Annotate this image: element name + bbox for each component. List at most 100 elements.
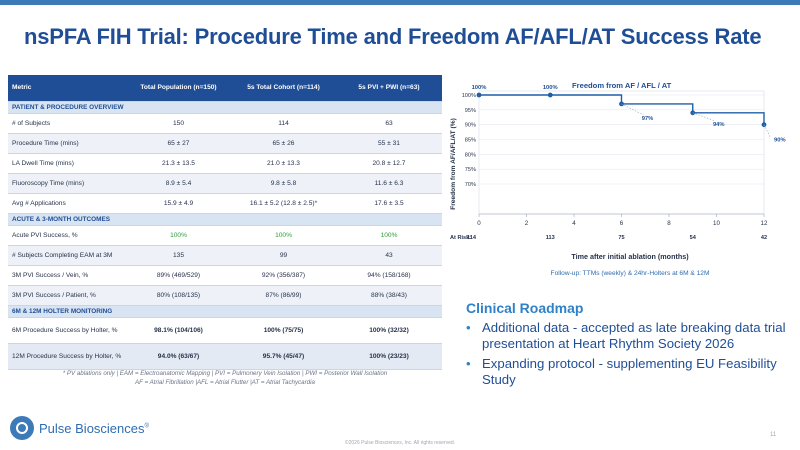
chart-x-axis-label: Time after initial ablation (months) (571, 252, 689, 261)
data-point (547, 92, 553, 98)
value-cell: 100% (231, 225, 336, 246)
x-tick-label: 0 (477, 220, 481, 227)
roadmap-title: Clinical Roadmap (466, 300, 584, 316)
metric-cell: 6M Procedure Success by Holter, % (8, 317, 126, 344)
roadmap-list: • Additional data - accepted as late bre… (466, 320, 786, 392)
chart-followup-note: Follow-up: TTMs (weekly) & 24hr-Holters … (551, 270, 710, 277)
value-cell: 87% (86/99) (231, 285, 336, 306)
metric-cell: Procedure Time (mins) (8, 133, 126, 154)
value-cell: 88% (38/43) (336, 285, 442, 306)
value-cell: 100% (75/75) (231, 317, 336, 344)
metric-cell: Fluoroscopy Time (mins) (8, 173, 126, 194)
metric-cell: Avg # Applications (8, 193, 126, 214)
roadmap-item-text: Additional data - accepted as late break… (482, 320, 786, 351)
value-cell: 63 (336, 113, 442, 134)
header-5s-total-cohort: 5s Total Cohort (n=114) (231, 75, 336, 102)
value-cell: 80% (108/135) (126, 285, 231, 306)
value-cell: 94.0% (63/67) (126, 343, 231, 370)
value-cell: 150 (126, 113, 231, 134)
company-logo: Pulse Biosciences® (10, 414, 149, 442)
value-cell: 100% (23/23) (336, 343, 442, 370)
list-item: • Expanding protocol - supplementing EU … (466, 356, 786, 387)
chart-title: Freedom from AF / AFL / AT (572, 81, 672, 90)
value-cell: 20.8 ± 12.7 (336, 153, 442, 174)
value-cell: 16.1 ± 5.2 (12.8 ± 2.5)* (231, 193, 336, 214)
data-label: 94% (713, 122, 725, 128)
x-tick-label: 6 (620, 220, 624, 227)
section-row: 6M & 12M HOLTER MONITORING (8, 305, 442, 318)
value-cell: 95.7% (45/47) (231, 343, 336, 370)
at-risk-value: 114 (467, 235, 477, 241)
table-row: # of Subjects 150 114 63 (8, 113, 442, 134)
table-row: Fluoroscopy Time (mins) 8.9 ± 5.4 9.8 ± … (8, 173, 442, 194)
section-row: ACUTE & 3-MONTH OUTCOMES (8, 213, 442, 226)
data-point (690, 110, 696, 116)
y-tick-label: 90% (465, 123, 476, 129)
y-tick-label: 100% (462, 93, 476, 99)
y-tick-label: 70% (465, 182, 476, 188)
metric-cell: Acute PVI Success, % (8, 225, 126, 246)
value-cell: 11.6 ± 6.3 (336, 173, 442, 194)
metric-cell: 3M PVI Success / Patient, % (8, 285, 126, 306)
metric-cell: 12M Procedure Success by Holter, % (8, 343, 126, 370)
value-cell: 98.1% (104/106) (126, 317, 231, 344)
footnote-line-1: * PV ablations only | EAM = Electroanato… (62, 370, 388, 377)
chart-y-axis-label: Freedom from AF/AFL/AT (%) (450, 118, 457, 210)
y-tick-label: 80% (465, 152, 476, 158)
data-label: 97% (642, 116, 654, 122)
metric-cell: # of Subjects (8, 113, 126, 134)
data-label: 100% (543, 85, 558, 91)
table-header-row: Metric Total Population (n=150) 5s Total… (8, 75, 442, 102)
value-cell: 100% (32/32) (336, 317, 442, 344)
table-row: Acute PVI Success, % 100% 100% 100% (8, 225, 442, 246)
header-total-population: Total Population (n=150) (126, 75, 231, 102)
x-tick-label: 12 (761, 220, 768, 227)
results-table: Metric Total Population (n=150) 5s Total… (8, 75, 442, 370)
value-cell: 89% (469/529) (126, 265, 231, 286)
page-number: 11 (770, 432, 777, 438)
label-leader-line (763, 124, 771, 137)
value-cell: 100% (126, 225, 231, 246)
section-label: ACUTE & 3-MONTH OUTCOMES (8, 213, 442, 226)
table-row: Avg # Applications 15.9 ± 4.9 16.1 ± 5.2… (8, 193, 442, 214)
metric-cell: LA Dwell Time (mins) (8, 153, 126, 174)
footnote-line-2: AF = Atrial Fibrillation |AFL = Atrial F… (135, 379, 315, 386)
label-leader-line (621, 103, 644, 116)
table-row: 12M Procedure Success by Holter, % 94.0%… (8, 343, 442, 370)
value-cell: 99 (231, 245, 336, 266)
section-label: 6M & 12M HOLTER MONITORING (8, 305, 442, 318)
value-cell: 21.3 ± 13.5 (126, 153, 231, 174)
list-item: • Additional data - accepted as late bre… (466, 320, 786, 351)
section-row: PATIENT & PROCEDURE OVERVIEW (8, 101, 442, 114)
x-tick-label: 8 (667, 220, 671, 227)
metric-cell: 3M PVI Success / Vein, % (8, 265, 126, 286)
at-risk-value: 113 (546, 235, 555, 241)
data-point (476, 92, 482, 98)
y-tick-label: 85% (465, 138, 476, 144)
x-tick-label: 2 (525, 220, 529, 227)
roadmap-item-text: Expanding protocol - supplementing EU Fe… (482, 356, 777, 387)
x-tick-label: 4 (572, 220, 576, 227)
top-accent-bar (0, 0, 800, 5)
metric-cell: # Subjects Completing EAM at 3M (8, 245, 126, 266)
value-cell: 55 ± 31 (336, 133, 442, 154)
value-cell: 21.0 ± 13.3 (231, 153, 336, 174)
value-cell: 17.6 ± 3.5 (336, 193, 442, 214)
copyright-text: ©2026 Pulse Biosciences, Inc. All rights… (344, 440, 456, 446)
y-tick-label: 75% (465, 167, 476, 173)
value-cell: 8.9 ± 5.4 (126, 173, 231, 194)
value-cell: 65 ± 26 (231, 133, 336, 154)
table-row: 3M PVI Success / Patient, % 80% (108/135… (8, 285, 442, 306)
value-cell: 114 (231, 113, 336, 134)
freedom-chart: Freedom from AF / AFL / AT Freedom from … (450, 81, 786, 277)
at-risk-value: 75 (618, 235, 624, 241)
value-cell: 92% (356/387) (231, 265, 336, 286)
at-risk-value: 54 (690, 235, 697, 241)
section-label: PATIENT & PROCEDURE OVERVIEW (8, 101, 442, 114)
logo-text: Pulse Biosciences® (39, 420, 149, 436)
table-row: # Subjects Completing EAM at 3M 135 99 4… (8, 245, 442, 266)
data-label: 100% (472, 85, 487, 91)
data-point (761, 122, 767, 128)
value-cell: 43 (336, 245, 442, 266)
header-metric: Metric (8, 75, 126, 102)
